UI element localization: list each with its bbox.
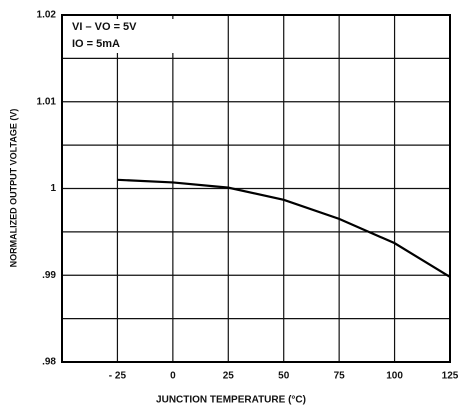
x-tick-label: 25 (223, 371, 235, 382)
y-tick-label: 1.01 (37, 96, 57, 107)
x-tick-label: 100 (386, 371, 403, 382)
y-axis-label: NORMALIZED OUTPUT VOLTAGE (V) (8, 109, 18, 268)
series-line (117, 178, 451, 278)
x-tick-label: 75 (334, 371, 346, 382)
annotation: IO = 5mA (72, 38, 120, 50)
annotation-box (68, 19, 180, 53)
y-tick-label: 1.02 (37, 10, 57, 21)
plot-frame (61, 14, 451, 363)
y-tick-label: .99 (42, 270, 56, 281)
x-tick-label: 0 (170, 371, 176, 382)
x-tick-label: - 25 (109, 371, 127, 382)
annotation: VI – VO = 5V (72, 21, 137, 33)
x-tick-label: 125 (442, 371, 459, 382)
y-tick-label: 1 (50, 183, 56, 194)
y-tick-label: .98 (42, 357, 56, 368)
x-axis-label: JUNCTION TEMPERATURE (°C) (156, 395, 306, 406)
x-tick-label: 50 (278, 371, 290, 382)
